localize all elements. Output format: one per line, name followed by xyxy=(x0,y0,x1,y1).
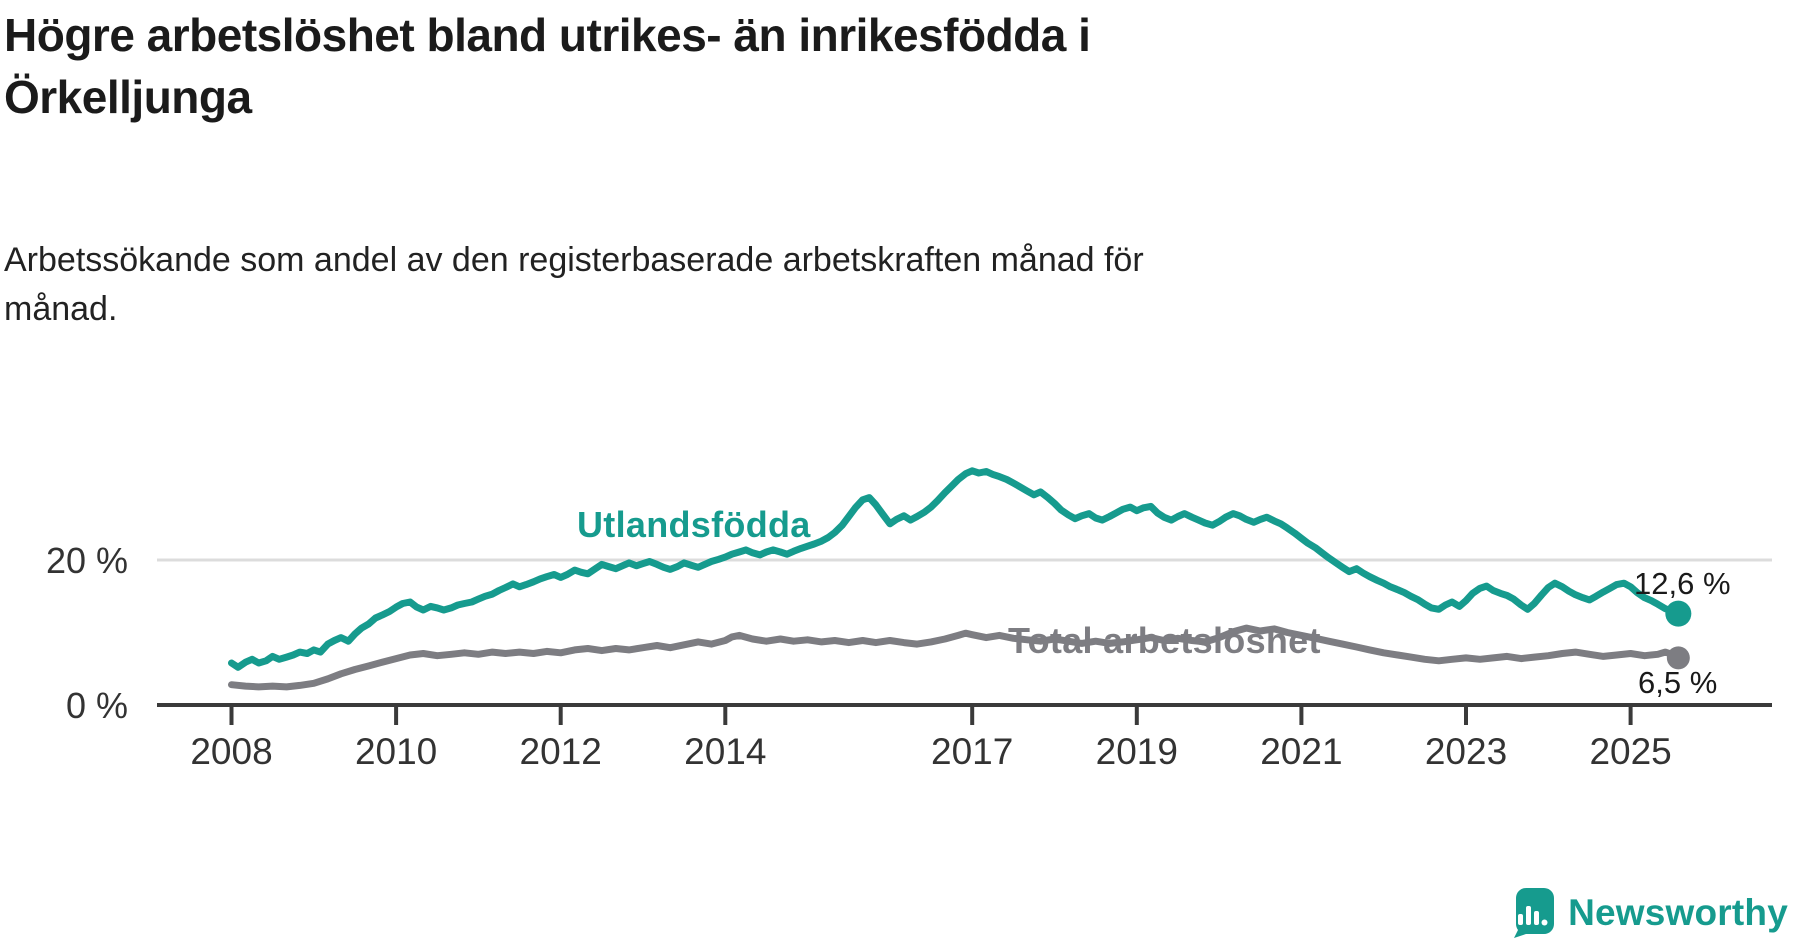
newsworthy-icon xyxy=(1514,888,1555,938)
x-tick-label-2008: 2008 xyxy=(190,731,272,772)
page-title: Högre arbetslöshet bland utrikes- än inr… xyxy=(4,4,1504,128)
y-tick-label-0pct: 0 % xyxy=(66,685,128,726)
title-line-1: Högre arbetslöshet bland utrikes- än inr… xyxy=(4,9,1091,61)
page-subtitle: Arbetssökande som andel av den registerb… xyxy=(4,236,1504,335)
bar-3 xyxy=(1534,911,1540,925)
x-tick-label-2025: 2025 xyxy=(1589,731,1671,772)
y-tick-label-20pct: 20 % xyxy=(46,540,128,581)
bar-2 xyxy=(1526,906,1532,925)
series-label-utlandsfodda: Utlandsfödda xyxy=(577,504,811,545)
x-tick-label-2012: 2012 xyxy=(520,731,602,772)
end-value-label-utlandsfodda: 12,6 % xyxy=(1634,566,1731,601)
series-label-total-arbetsloshet: Total arbetslöshet xyxy=(1008,620,1321,661)
title-line-2: Örkelljunga xyxy=(4,71,252,124)
end-value-label-total: 6,5 % xyxy=(1638,665,1718,700)
series-line-total-arbetsl-shet xyxy=(228,624,1682,691)
x-tick-label-2019: 2019 xyxy=(1096,731,1178,772)
newsworthy-logo: Newsworthy xyxy=(1506,888,1788,938)
subtitle-line-1: Arbetssökande som andel av den registerb… xyxy=(4,241,1144,279)
bar-1 xyxy=(1518,914,1524,925)
x-tick-label-2017: 2017 xyxy=(931,731,1013,772)
x-tick-label-2010: 2010 xyxy=(355,731,437,772)
series-end-dot-total-arbetsl-shet xyxy=(1666,646,1690,670)
x-tick-label-2021: 2021 xyxy=(1260,731,1342,772)
dot xyxy=(1541,919,1548,926)
x-tick-label-2023: 2023 xyxy=(1425,731,1507,772)
series-line-utlandsf-dda xyxy=(228,467,1682,671)
subtitle-line-2: månad. xyxy=(4,290,118,329)
newsworthy-wordmark: Newsworthy xyxy=(1568,892,1788,933)
series-end-dot-utlandsf-dda xyxy=(1665,600,1692,627)
x-tick-label-2014: 2014 xyxy=(684,731,766,772)
